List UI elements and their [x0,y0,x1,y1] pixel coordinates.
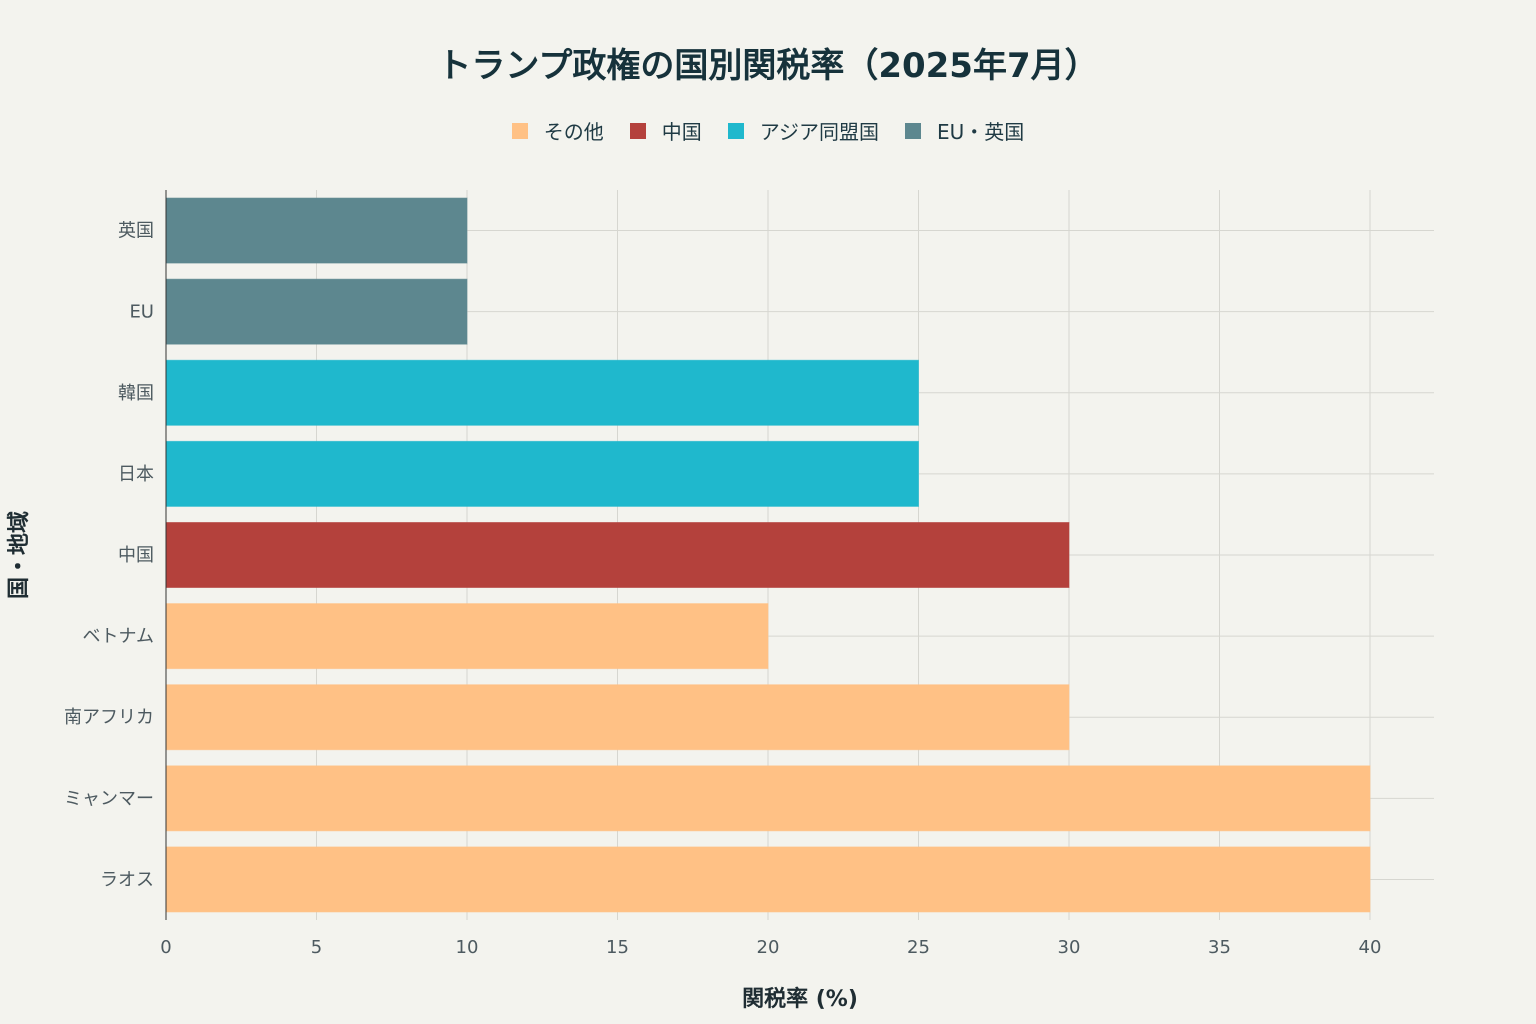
legend-entry-china[interactable]: 中国 [629,116,702,145]
x-axis-title: 関税率 (%) [742,986,858,1012]
legend-label: EU・英国 [936,120,1025,144]
y-tick-label: 日本 [118,464,154,485]
bar-EU[interactable] [165,278,468,345]
y-tick-label: ベトナム [83,626,154,647]
bars [165,197,1371,913]
legend-swatch [727,122,744,139]
legend-label: アジア同盟国 [759,120,879,144]
x-tick-label: 40 [1359,937,1382,958]
y-tick-label: ミャンマー [64,788,154,809]
chart-legend: その他 中国 アジア同盟国 EU・英国 [0,116,1536,145]
x-tick-label: 30 [1058,937,1081,958]
bar-日本[interactable] [165,440,919,507]
y-tick-label: EU [129,302,154,323]
legend-label: 中国 [661,120,702,144]
y-tick-label: 中国 [118,545,154,566]
legend-entry-eu_uk[interactable]: EU・英国 [904,116,1025,145]
bar-ラオス[interactable] [165,846,1371,913]
legend-swatch [904,122,921,139]
y-tick-label: 南アフリカ [64,707,154,728]
y-tick-label: 韓国 [118,383,154,404]
chart-title: トランプ政権の国別関税率（2025年7月） [437,46,1099,86]
x-tick-label: 35 [1208,937,1231,958]
legend-entry-other[interactable]: その他 [511,116,604,145]
x-tick-label: 0 [160,937,171,958]
x-tick-label: 15 [606,937,629,958]
x-tick-label: 25 [907,937,930,958]
bar-韓国[interactable] [165,359,919,426]
y-axis-title: 国・地域 [6,511,32,599]
y-tick-label: 英国 [118,221,154,242]
bar-ミャンマー[interactable] [165,765,1371,832]
legend-label: その他 [543,120,604,144]
legend-entry-asia_ally[interactable]: アジア同盟国 [727,116,879,145]
x-tick-label: 20 [757,937,780,958]
legend-swatch [511,122,528,139]
bar-南アフリカ[interactable] [165,684,1070,751]
bar-ベトナム[interactable] [165,603,769,670]
x-tick-label: 10 [456,937,479,958]
bar-英国[interactable] [165,197,468,264]
bar-中国[interactable] [165,522,1070,588]
y-tick-label: ラオス [100,869,154,890]
legend-swatch [629,122,646,139]
x-tick-label: 5 [311,937,322,958]
